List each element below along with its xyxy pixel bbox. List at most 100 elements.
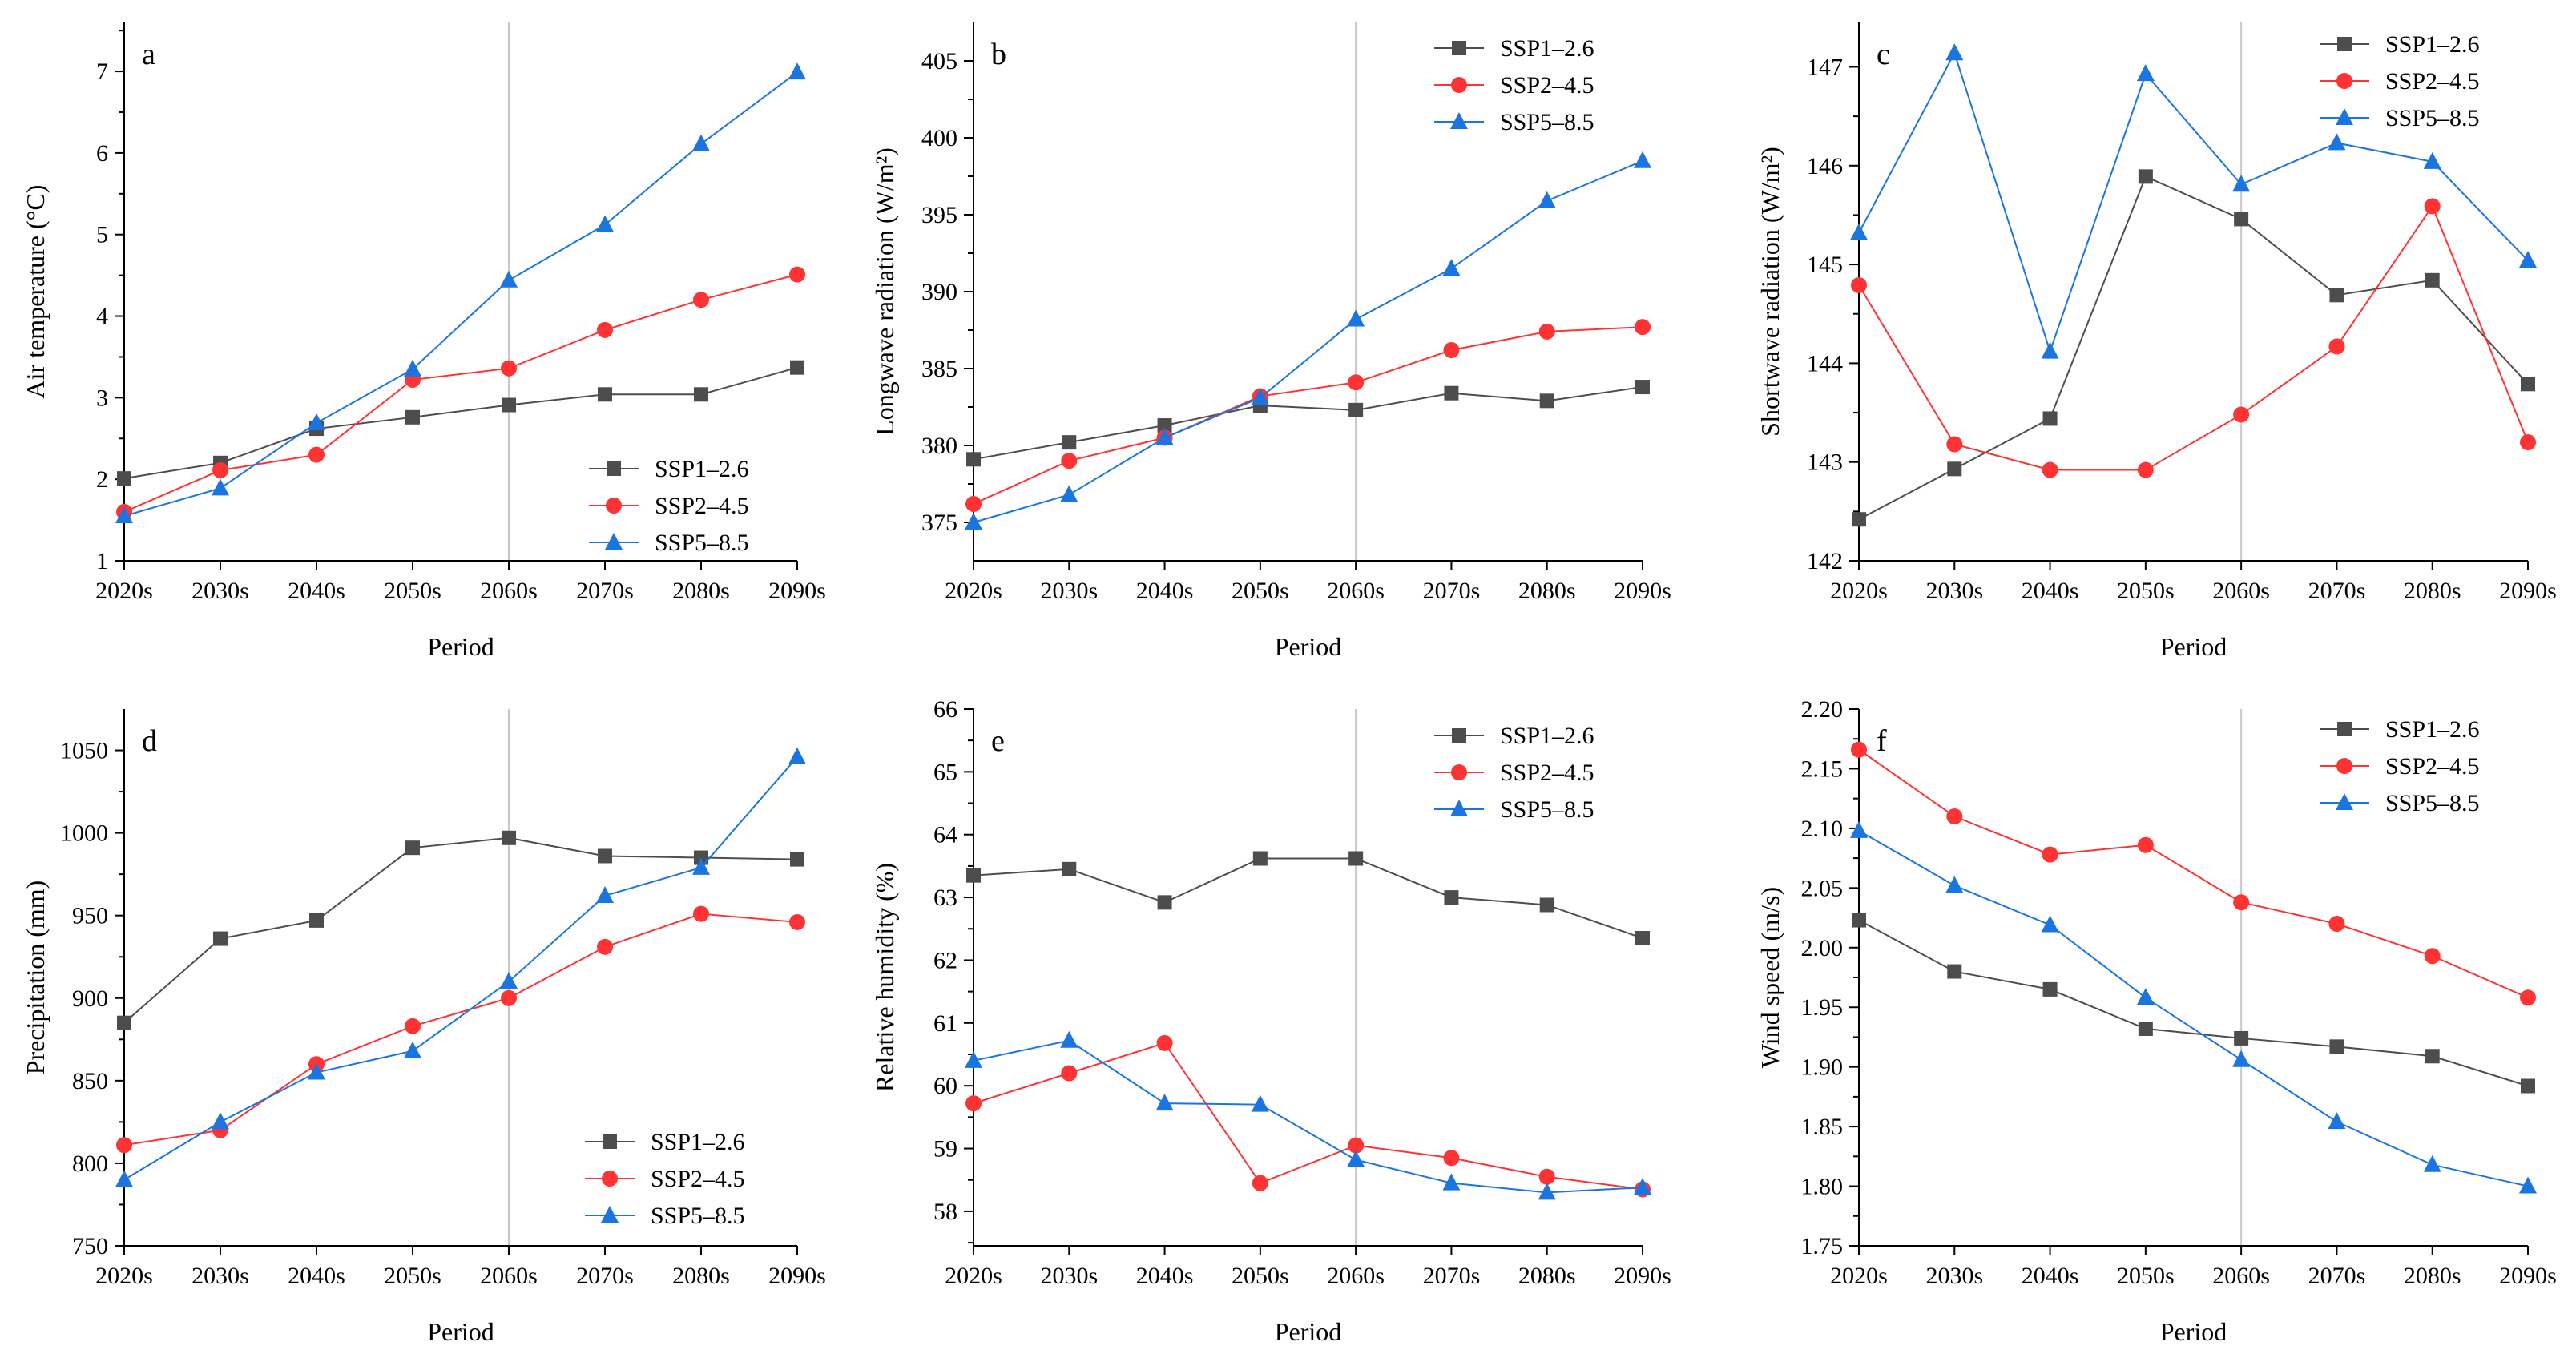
legend-label: SSP5–8.5 [1500,109,1594,135]
legend-marker [2336,108,2353,125]
data-point [115,506,133,523]
x-tick-label: 2040s [288,578,345,604]
chart-panel-b: 375 380 385 390 395 400 405 2020s 2030s 2040s 2050… [870,22,1671,661]
data-point [1062,861,1077,876]
x-tick-label: 2040s [1136,578,1194,604]
y-tick-label: 850 [72,1068,108,1094]
data-point [212,1112,229,1130]
y-tick-label: 2.20 [1801,696,1844,723]
data-point [1252,1175,1268,1191]
data-point [2042,981,2058,997]
data-point [1348,1137,1365,1154]
data-point [1348,374,1365,391]
data-point [1156,1034,1173,1051]
legend-label: SSP5–8.5 [1500,796,1594,823]
data-point [1852,913,1866,928]
series-line-1 [973,386,1643,461]
data-point [693,292,709,308]
chart-panel-e: 58 59 60 61 62 63 64 65 66 2020s 2030s 2040s 2050s 20… [870,696,1671,1346]
data-point [1157,895,1172,910]
data-point [966,452,981,467]
data-point [117,1015,131,1030]
data-point [2328,133,2346,151]
chart-panel-d: 750 800 850 900 950 1000 1050 2020s 2030s 2040s 20… [21,709,826,1346]
x-tick-label: 2080s [1518,1263,1576,1289]
panel-label: c [1877,38,1890,71]
x-tick-label: 2070s [1423,1263,1481,1289]
legend-marker [1452,41,1466,55]
data-point [2234,1030,2249,1046]
data-point [1634,1178,1651,1195]
y-tick-label: 900 [72,985,108,1012]
data-point [308,413,325,430]
legend-label: SSP5–8.5 [651,1203,745,1229]
x-tick-label: 2020s [95,578,153,604]
data-point [2424,198,2441,215]
data-point [597,321,613,338]
data-point [2519,251,2537,268]
x-tick-label: 2060s [480,578,538,604]
x-tick-label: 2080s [2404,1263,2461,1289]
data-point [2042,461,2058,478]
chart-panel-c: 142 143 144 145 146 147 2020s 2030s 2040s 2050s 20… [1756,22,2557,661]
y-tick-label: 143 [1807,449,1843,476]
data-point [2042,846,2058,863]
data-point [596,885,614,903]
y-tick-label: 63 [933,885,957,911]
y-tick-label: 66 [933,696,957,723]
series-line-1 [973,857,1643,939]
data-point [1348,402,1364,417]
x-tick-label: 2020s [1830,1263,1888,1289]
y-tick-label: 58 [933,1199,957,1225]
y-tick-label: 146 [1807,153,1843,179]
data-point [2136,988,2155,1005]
data-point [1444,385,1459,401]
legend-marker [1451,77,1467,93]
x-tick-label: 2090s [1614,1263,1671,1289]
series-line-1 [1858,919,2529,1087]
x-tick-label: 2050s [1232,1263,1289,1289]
data-point [501,360,517,377]
data-point [404,1041,421,1058]
data-point [1947,964,1962,979]
legend-entry: SSP2–4.5 [589,493,749,519]
data-point [2234,212,2249,227]
x-tick-label: 2040s [2022,1263,2079,1289]
data-point [1062,435,1077,450]
x-tick-label: 2060s [1327,1263,1385,1289]
y-axis-title: Shortwave radiation (W/m²) [1756,147,1784,436]
data-point [1635,931,1650,946]
series-line-3 [973,159,1643,523]
y-tick-label: 750 [72,1233,108,1259]
legend-entry: SSP2–4.5 [1434,760,1594,786]
legend-entry: SSP5–8.5 [585,1203,745,1229]
y-tick-label: 59 [933,1136,957,1163]
y-tick-label: 4 [96,304,108,330]
y-tick-label: 1.90 [1801,1054,1844,1081]
x-tick-label: 2030s [1925,578,1983,604]
data-point [1634,151,1651,168]
x-axis-title: Period [2160,632,2227,661]
data-point [789,266,805,283]
y-tick-label: 380 [921,433,957,459]
legend-marker [605,533,623,550]
x-axis-title: Period [1275,1317,1342,1346]
series-line-3 [1858,50,2529,354]
data-point [1635,380,1650,395]
series-line-2 [123,273,798,513]
legend-marker [1450,112,1468,129]
legend-entry: SSP2–4.5 [1434,72,1594,99]
y-tick-label: 2.10 [1801,816,1844,842]
x-tick-label: 2050s [384,1263,441,1289]
data-point [965,1095,982,1112]
data-point [1538,1168,1555,1185]
data-point [309,913,324,928]
data-point [1252,851,1268,866]
legend-marker [1451,764,1467,780]
x-axis-title: Period [427,1317,494,1346]
y-tick-label: 1 [96,548,108,574]
legend-entry: SSP2–4.5 [2320,68,2480,95]
legend-marker [601,1206,619,1223]
y-tick-label: 6 [96,140,108,167]
series-line-3 [973,1039,1643,1194]
